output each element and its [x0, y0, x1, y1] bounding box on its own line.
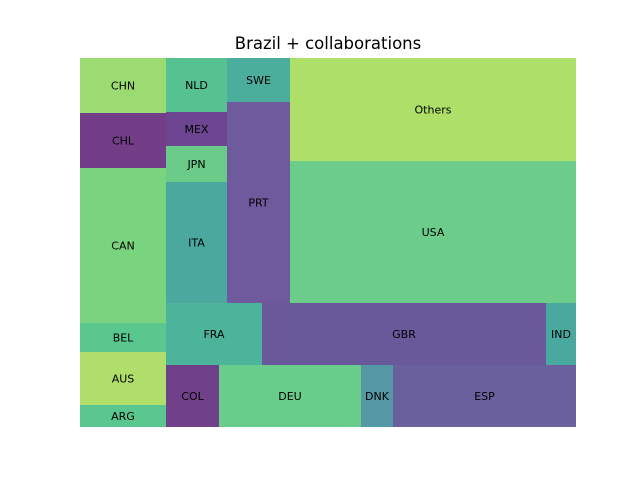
treemap-label-chn: CHN — [111, 80, 135, 93]
treemap-cell-usa — [290, 161, 576, 303]
treemap-cell-gbr — [262, 303, 546, 365]
treemap-cell-chl — [80, 113, 166, 168]
treemap-label-swe: SWE — [246, 74, 271, 87]
treemap-cells: ARG AUS BEL CAN CHL CHN COL DEU DNK ESP FRA GBR IND I… — [80, 58, 576, 427]
treemap-label-dnk: DNK — [365, 390, 390, 403]
treemap-cell-chn — [80, 58, 166, 113]
treemap-cell-ind — [546, 303, 576, 365]
treemap-cell-nld — [166, 58, 227, 112]
treemap-label-jpn: JPN — [186, 158, 205, 171]
treemap-cell-esp — [393, 365, 576, 427]
treemap-label-prt: PRT — [248, 197, 268, 210]
treemap-cell-deu — [219, 365, 361, 427]
treemap-cell-prt — [227, 102, 290, 303]
treemap-cell-fra — [166, 303, 262, 365]
treemap-label-bel: BEL — [113, 332, 134, 345]
treemap-label-mex: MEX — [185, 123, 209, 136]
treemap-cell-arg — [80, 405, 166, 427]
treemap-label-col: COL — [181, 390, 204, 403]
treemap-label-nld: NLD — [185, 79, 208, 92]
treemap-label-arg: ARG — [111, 410, 135, 423]
treemap-label-esp: ESP — [474, 390, 495, 403]
treemap-label-deu: DEU — [278, 390, 301, 403]
treemap-label-others: Others — [415, 104, 452, 117]
treemap-cell-dnk — [361, 365, 393, 427]
treemap-cell-jpn — [166, 146, 227, 182]
treemap-label-aus: AUS — [112, 373, 135, 386]
chart-title: Brazil + collaborations — [235, 34, 421, 53]
treemap-cell-ita — [166, 182, 227, 303]
treemap-cell-others — [290, 58, 576, 161]
treemap-label-usa: USA — [422, 226, 445, 239]
treemap-label-ind: IND — [551, 328, 571, 341]
treemap-cell-bel — [80, 323, 166, 352]
treemap-label-chl: CHL — [112, 135, 135, 148]
treemap-label-gbr: GBR — [392, 328, 416, 341]
treemap-cell-can — [80, 168, 166, 323]
treemap-label-ita: ITA — [188, 237, 205, 250]
treemap-label-fra: FRA — [203, 328, 225, 341]
treemap-cell-swe — [227, 58, 290, 102]
treemap-label-can: CAN — [111, 240, 134, 253]
treemap-cell-aus — [80, 352, 166, 405]
treemap-cell-mex — [166, 112, 227, 146]
treemap-cell-col — [166, 365, 219, 427]
